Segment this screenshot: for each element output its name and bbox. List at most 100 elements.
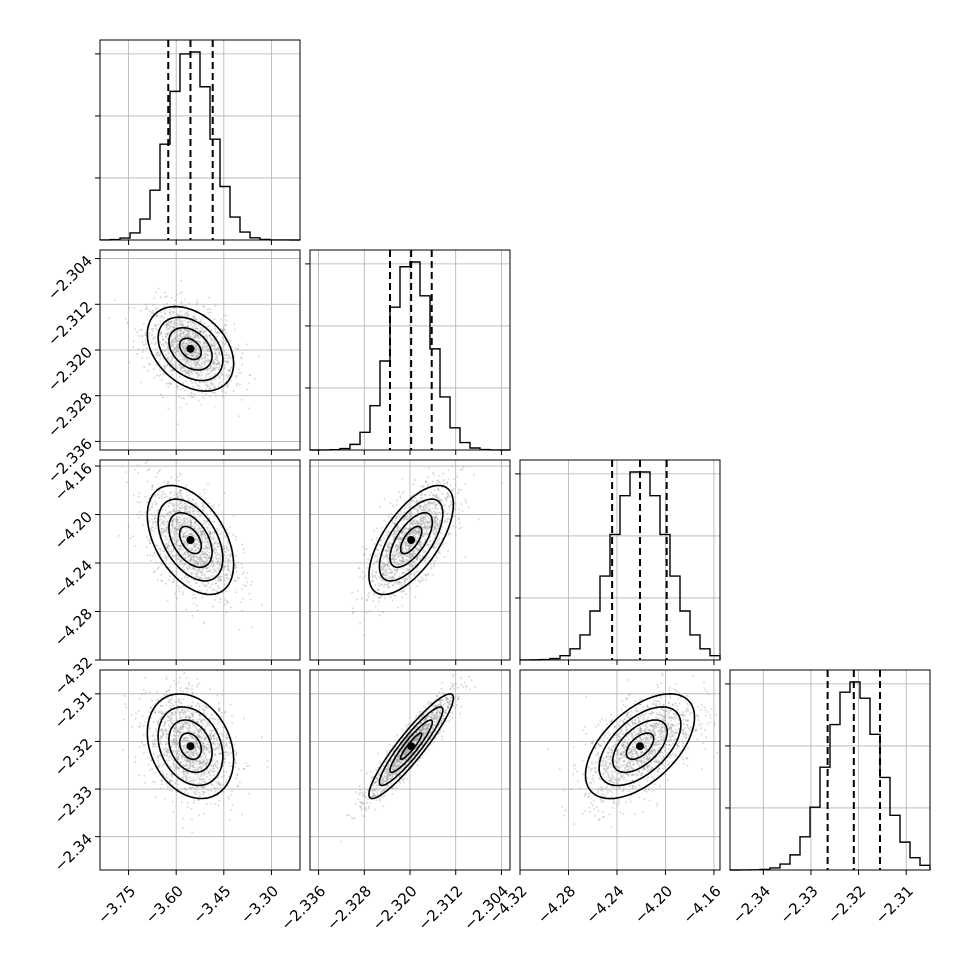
sample-point [441,532,444,535]
sample-point [193,315,196,318]
sample-point [407,543,410,546]
sample-point [197,335,200,338]
sample-point [221,373,224,376]
sample-point [433,473,436,476]
sample-point [213,344,216,347]
sample-point [432,494,435,497]
sample-point [175,319,178,322]
sample-point [124,317,127,320]
sample-point [402,578,405,581]
sample-point [202,305,205,307]
sample-point [209,802,212,805]
sample-point [412,483,415,486]
sample-point [205,550,208,553]
sample-point [175,330,178,333]
sample-point [164,536,167,539]
sample-point [357,589,360,592]
sample-point [214,331,217,334]
sample-point [173,349,176,352]
sample-point [167,407,170,410]
sample-point [202,350,205,353]
sample-point [165,295,168,298]
sample-point [401,604,404,607]
sample-point [204,553,207,555]
sample-point [435,557,438,560]
sample-point [153,297,156,300]
sample-point [156,352,159,355]
sample-point [216,332,219,335]
sample-point [196,728,198,731]
sample-point [172,338,175,341]
sample-point [206,526,209,529]
sample-point [182,323,185,326]
sample-point [217,586,220,589]
sample-point [351,607,354,610]
sample-point [179,334,181,337]
sample-point [436,495,439,498]
sample-point [166,345,169,348]
sample-point [169,325,172,328]
sample-point [380,596,383,599]
sample-point [197,374,200,377]
sample-point [170,335,173,338]
sample-point [223,578,226,581]
sample-point [396,538,399,541]
sample-point [184,349,187,352]
sample-point [177,681,180,684]
sample-point [181,314,184,317]
sample-point [173,768,176,771]
sample-point [202,509,205,512]
sample-point [176,523,179,526]
sample-point [203,322,206,325]
sample-point [429,540,432,543]
sample-point [162,529,165,532]
sample-point [198,359,201,362]
sample-point [188,497,191,500]
sample-point [375,527,378,530]
sample-point [206,334,209,337]
sample-point [179,353,182,356]
sample-point [206,308,209,311]
sample-point [154,341,157,344]
sample-point [160,343,163,346]
sample-point [156,314,159,317]
sample-point [188,374,191,377]
sample-point [205,383,207,386]
sample-point [219,318,222,321]
sample-point [218,353,221,356]
sample-point [225,770,228,773]
sample-point [171,344,174,347]
sample-point [164,296,167,299]
sample-point [216,362,219,365]
sample-point [186,353,188,356]
sample-point [209,387,212,390]
sample-point [146,501,149,504]
sample-point [377,553,380,556]
sample-point [210,583,213,586]
sample-point [399,512,402,515]
sample-point [193,569,196,572]
sample-point [198,795,201,798]
sample-point [218,362,221,365]
sample-point [194,327,197,330]
sample-point [160,495,163,498]
sample-point [127,321,129,324]
sample-point [419,521,422,524]
sample-point [246,572,249,575]
sample-point [201,504,204,507]
sample-point [205,512,208,515]
sample-point [159,515,162,518]
sample-point [151,699,153,702]
sample-point [241,566,244,569]
sample-point [191,333,194,336]
sample-point [156,568,159,570]
sample-point [406,503,409,506]
sample-point [191,558,193,561]
sample-point [151,506,154,509]
sample-point [154,743,157,746]
sample-point [357,567,360,570]
sample-point [435,515,438,518]
sample-point [421,485,424,488]
sample-point [186,359,189,362]
sample-point [403,517,406,520]
